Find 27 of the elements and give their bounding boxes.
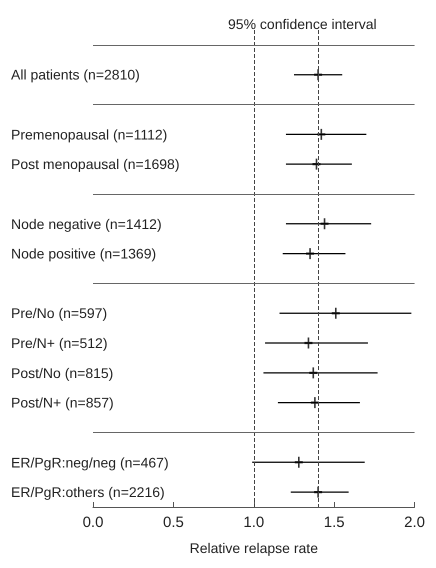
y-tick-label: Post/No (n=815) xyxy=(11,364,114,381)
point xyxy=(309,367,318,378)
chart-title: 95% confidence interval xyxy=(228,16,377,32)
x-tick-label: 0.5 xyxy=(162,514,184,531)
y-tick-label: ER/PgR:neg/neg (n=467) xyxy=(11,454,169,470)
x-tick-label: 2.0 xyxy=(404,514,426,531)
y-tick-label: Pre/N+ (n=512) xyxy=(11,335,108,352)
point xyxy=(306,248,314,260)
x-tick-label: 1.5 xyxy=(324,514,345,531)
point xyxy=(304,338,312,349)
point xyxy=(320,218,329,230)
y-tick-label: Post menopausal (n=1698) xyxy=(11,156,180,172)
y-tick-label: All patients (n=2810) xyxy=(11,66,140,83)
x-tick-label: 1.0 xyxy=(243,514,264,531)
y-tick-label: Premenopausal (n=1112) xyxy=(11,126,168,142)
y-tick-label: Pre/No (n=597) xyxy=(11,305,108,322)
point xyxy=(317,128,326,140)
point xyxy=(310,397,319,408)
point xyxy=(294,456,303,468)
y-tick-label: Node negative (n=1412) xyxy=(11,216,162,232)
y-tick-label: Node positive (n=1369) xyxy=(11,246,156,262)
y-tick-label: ER/PgR:others (n=2216) xyxy=(11,484,165,500)
x-tick-label: 0.0 xyxy=(82,514,104,531)
x-axis-title: Relative relapse rate xyxy=(190,540,318,556)
point xyxy=(332,308,340,319)
point xyxy=(312,158,320,170)
y-tick-label: Post/N+ (n=857) xyxy=(11,394,114,411)
